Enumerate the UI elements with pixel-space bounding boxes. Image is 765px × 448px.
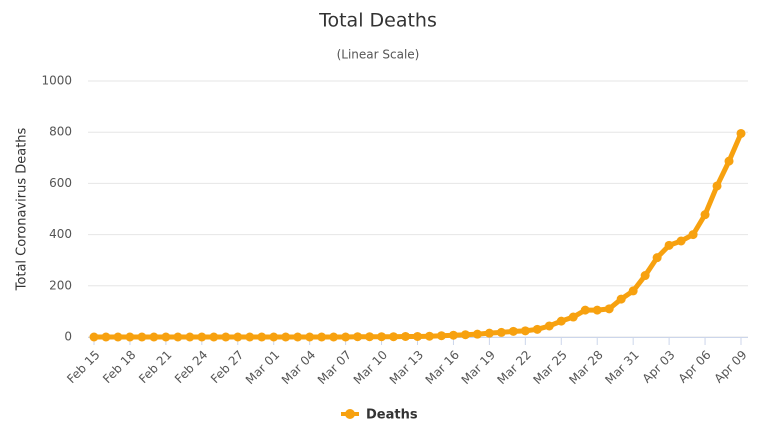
point xyxy=(281,332,291,342)
point xyxy=(568,312,578,322)
point xyxy=(173,332,183,342)
point xyxy=(389,332,399,342)
point xyxy=(700,210,710,220)
x-tick-label: Mar 28 xyxy=(566,348,605,387)
point xyxy=(496,327,506,337)
point xyxy=(245,332,255,342)
point xyxy=(353,332,363,342)
legend-symbol xyxy=(345,409,355,419)
point xyxy=(604,304,614,314)
x-tick-label: Mar 31 xyxy=(602,348,641,387)
x-tick-label: Apr 06 xyxy=(676,348,714,386)
y-tick-label: 600 xyxy=(49,176,72,190)
x-tick-label: Mar 19 xyxy=(459,348,498,387)
point xyxy=(712,181,722,191)
x-tick-label: Apr 09 xyxy=(712,348,750,386)
point xyxy=(185,332,195,342)
point xyxy=(113,332,123,342)
y-tick-label: 200 xyxy=(49,278,72,292)
legend-label: Deaths xyxy=(366,408,418,423)
y-tick-label: 800 xyxy=(49,125,72,139)
point xyxy=(197,332,207,342)
point xyxy=(413,331,422,341)
x-tick-label: Mar 07 xyxy=(315,348,354,387)
point xyxy=(460,330,470,340)
point xyxy=(424,331,434,341)
x-tick-label: Feb 24 xyxy=(172,348,210,386)
point xyxy=(532,324,542,334)
y-axis-label: Total Coronavirus Deaths xyxy=(15,127,30,291)
point xyxy=(125,332,135,342)
point xyxy=(520,326,530,336)
point xyxy=(365,332,375,342)
x-tick-label: Mar 04 xyxy=(279,348,318,387)
point xyxy=(401,331,411,341)
point xyxy=(616,294,626,304)
point xyxy=(676,236,686,246)
x-tick-label: Mar 13 xyxy=(387,348,426,387)
point xyxy=(436,331,446,341)
point xyxy=(580,305,590,315)
y-tick-label: 0 xyxy=(64,330,72,344)
point xyxy=(508,326,518,336)
point xyxy=(221,332,231,342)
y-tick-label: 400 xyxy=(49,227,72,241)
point xyxy=(137,332,147,342)
point xyxy=(329,332,339,342)
x-tick-label: Mar 01 xyxy=(243,348,282,387)
x-tick-label: Mar 16 xyxy=(423,348,462,387)
y-tick-label: 1000 xyxy=(41,74,72,88)
point xyxy=(161,332,171,342)
point xyxy=(101,332,111,342)
point xyxy=(640,271,650,281)
chart-title: Total Deaths xyxy=(318,10,437,32)
x-tick-label: Feb 15 xyxy=(64,348,102,386)
point xyxy=(448,330,458,340)
point xyxy=(652,253,662,263)
x-tick-label: Mar 25 xyxy=(530,348,569,387)
x-tick-label: Feb 21 xyxy=(136,348,174,386)
x-tick-label: Apr 03 xyxy=(640,348,678,386)
point xyxy=(377,332,387,342)
chart-subtitle: (Linear Scale) xyxy=(337,48,420,62)
x-tick-label: Feb 18 xyxy=(100,348,138,386)
point xyxy=(592,305,602,315)
point xyxy=(736,128,746,138)
point xyxy=(724,156,734,166)
point xyxy=(305,332,315,342)
point xyxy=(293,332,303,342)
point xyxy=(688,230,698,240)
point xyxy=(317,332,327,342)
point xyxy=(149,332,159,342)
x-tick-label: Mar 22 xyxy=(495,348,534,387)
point xyxy=(89,332,99,342)
point xyxy=(628,286,638,296)
point xyxy=(233,332,243,342)
point xyxy=(209,332,219,342)
point xyxy=(472,329,482,339)
line xyxy=(94,132,744,340)
point xyxy=(544,321,554,331)
point xyxy=(341,332,351,342)
point xyxy=(269,332,279,342)
point xyxy=(556,316,566,326)
x-tick-label: Feb 27 xyxy=(208,348,246,386)
x-tick-label: Mar 10 xyxy=(351,348,390,387)
point xyxy=(257,332,267,342)
point xyxy=(484,328,494,338)
point xyxy=(664,240,674,250)
